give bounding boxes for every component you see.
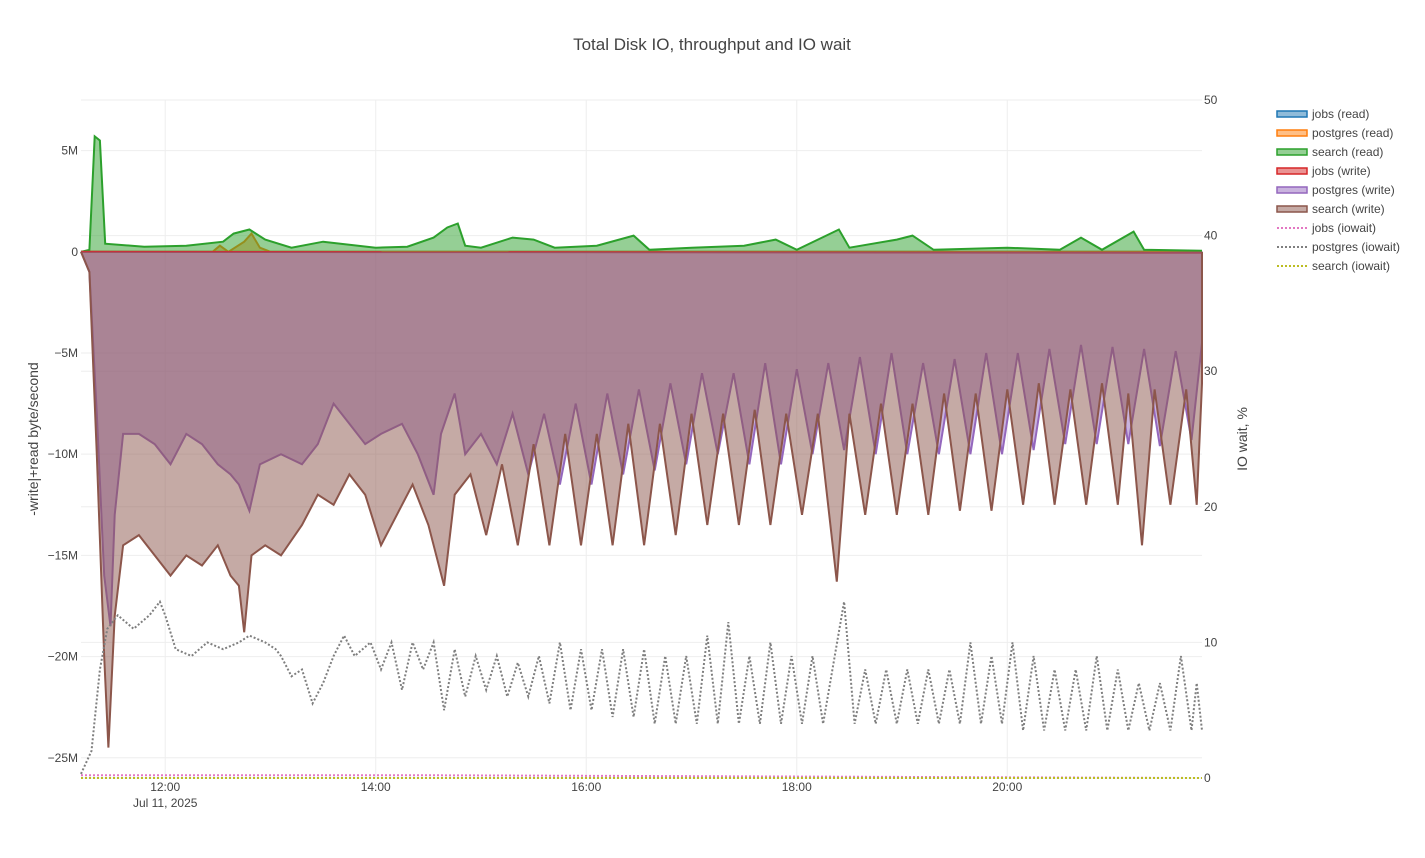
y2-tick-label: 0 — [1204, 771, 1211, 785]
series-line — [80, 251, 1203, 748]
y-tick-label: −25M — [48, 751, 78, 765]
legend-item[interactable]: search (iowait) — [1277, 259, 1390, 273]
chart-title: Total Disk IO, throughput and IO wait — [573, 35, 851, 54]
x-tick-label: 18:00 — [782, 780, 812, 794]
y-axis-title: -write|+read byte/second — [25, 362, 41, 515]
legend-swatch — [1276, 167, 1308, 175]
series-postgres-iowait[interactable] — [80, 599, 1203, 775]
y-tick-label: 5M — [61, 144, 78, 158]
y-tick-label: 0 — [71, 245, 78, 259]
y2-tick-label: 10 — [1204, 635, 1218, 649]
axis-layer: 12:00 Jul 11, 2025 14:00 16:00 18:00 20:00 5M 0… — [48, 93, 1218, 810]
legend-item[interactable]: postgres (read) — [1276, 126, 1393, 140]
y-tick-label: −10M — [48, 447, 78, 461]
legend-label: postgres (read) — [1312, 126, 1393, 140]
series-search-write[interactable] — [80, 251, 1203, 748]
series-line — [80, 134, 1203, 253]
legend-label: postgres (iowait) — [1312, 240, 1400, 254]
series-area — [81, 251, 1202, 748]
y2-tick-label: 20 — [1204, 500, 1218, 514]
y2-axis-title: IO wait, % — [1234, 407, 1250, 471]
legend-label: search (iowait) — [1312, 259, 1390, 273]
legend-label: search (write) — [1312, 202, 1385, 216]
legend[interactable]: jobs (read) postgres (read) search (read) j… — [1276, 107, 1400, 273]
legend-item[interactable]: postgres (write) — [1276, 183, 1395, 197]
legend-swatch — [1276, 148, 1308, 156]
x-tick-sublabel: Jul 11, 2025 — [133, 796, 198, 810]
legend-item[interactable]: search (read) — [1276, 145, 1383, 159]
legend-label: jobs (write) — [1311, 164, 1371, 178]
series-jobs-iowait[interactable] — [81, 774, 1203, 779]
x-tick-label: 12:00 — [150, 780, 180, 794]
legend-swatch — [1276, 186, 1308, 194]
legend-swatch — [1276, 129, 1308, 137]
x-tick-label: 20:00 — [992, 780, 1022, 794]
series-layer — [80, 134, 1203, 779]
series-area — [81, 136, 1202, 252]
legend-item[interactable]: search (write) — [1276, 202, 1385, 216]
legend-swatch — [1276, 110, 1308, 118]
legend-item[interactable]: jobs (read) — [1276, 107, 1369, 121]
x-tick-label: 14:00 — [361, 780, 391, 794]
legend-label: jobs (read) — [1311, 107, 1369, 121]
legend-item[interactable]: jobs (iowait) — [1277, 221, 1376, 235]
legend-item[interactable]: postgres (iowait) — [1277, 240, 1400, 254]
legend-label: postgres (write) — [1312, 183, 1395, 197]
y-tick-label: −15M — [48, 548, 78, 562]
legend-label: jobs (iowait) — [1311, 221, 1376, 235]
y2-tick-label: 50 — [1204, 93, 1218, 107]
y2-tick-label: 40 — [1204, 229, 1218, 243]
legend-swatch — [1276, 205, 1308, 213]
y-tick-label: −5M — [54, 346, 78, 360]
y2-tick-label: 30 — [1204, 364, 1218, 378]
x-tick-label: 16:00 — [571, 780, 601, 794]
y-tick-label: −20M — [48, 650, 78, 664]
legend-item[interactable]: jobs (write) — [1276, 164, 1371, 178]
series-search-read[interactable] — [80, 134, 1203, 253]
legend-label: search (read) — [1312, 145, 1383, 159]
